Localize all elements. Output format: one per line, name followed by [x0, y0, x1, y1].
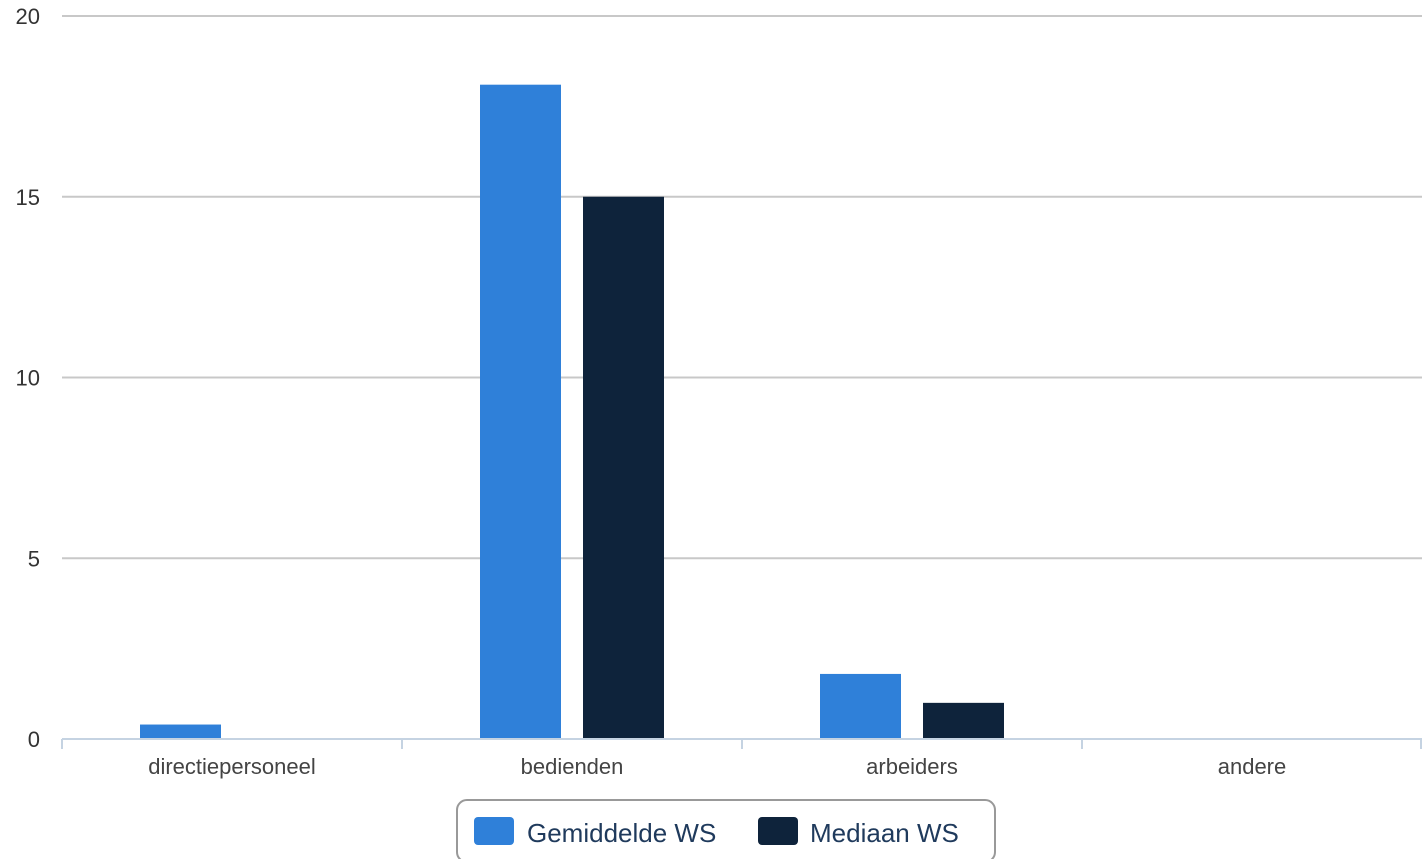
bars [140, 84, 1004, 739]
x-category-label: andere [1218, 754, 1287, 779]
legend[interactable]: Gemiddelde WS Mediaan WS [456, 799, 996, 859]
x-category-label: directiepersoneel [148, 754, 316, 779]
bar-gemiddelde-ws [140, 724, 221, 739]
x-axis: directiepersoneel bedienden arbeiders ander… [61, 738, 1422, 779]
y-tick-label: 0 [28, 727, 40, 752]
legend-label[interactable]: Gemiddelde WS [527, 818, 716, 848]
y-tick-label: 15 [16, 185, 40, 210]
y-tick-label: 5 [28, 546, 40, 571]
bar-gemiddelde-ws [820, 673, 901, 739]
y-tick-label: 10 [16, 366, 40, 391]
legend-swatch[interactable] [758, 817, 798, 845]
legend-label[interactable]: Mediaan WS [810, 818, 959, 848]
legend-swatch[interactable] [474, 817, 514, 845]
bar-mediaan-ws [923, 702, 1004, 739]
x-category-label: arbeiders [866, 754, 958, 779]
y-tick-label: 20 [16, 4, 40, 29]
legend-box [456, 799, 996, 859]
bar-gemiddelde-ws [480, 84, 561, 739]
y-axis-ticks: 0 5 10 15 20 [16, 4, 40, 752]
gridlines [62, 15, 1422, 560]
x-category-label: bedienden [521, 754, 624, 779]
bar-mediaan-ws [583, 196, 664, 739]
